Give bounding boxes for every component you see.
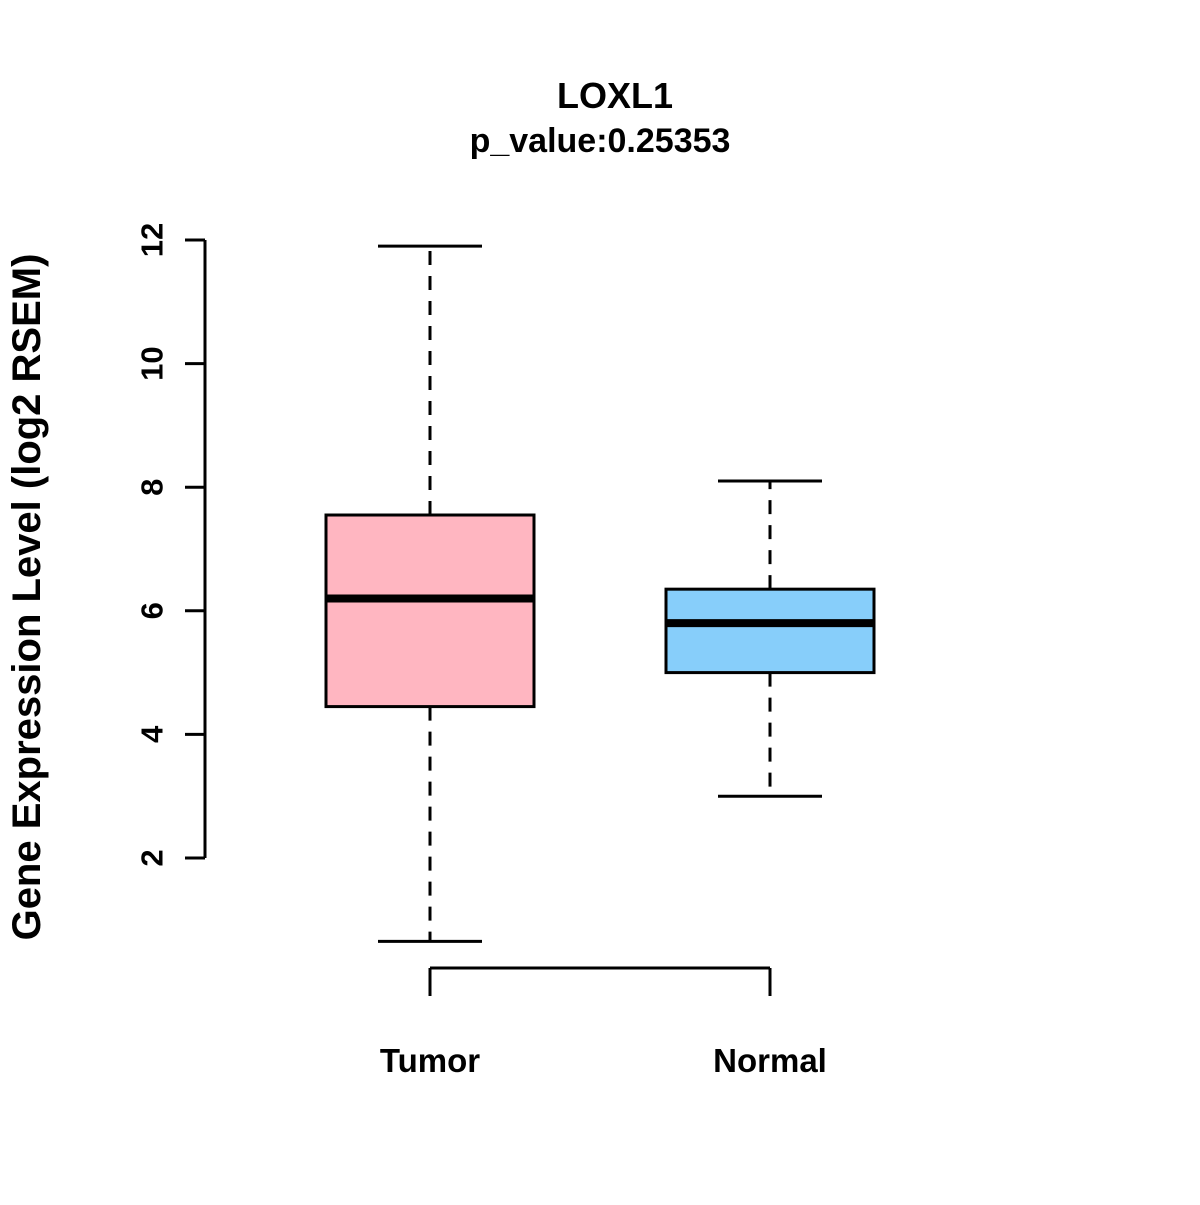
- y-axis-label: Gene Expression Level (log2 RSEM): [5, 254, 49, 941]
- y-tick-label: 6: [135, 602, 170, 619]
- chart-subtitle: p_value:0.25353: [470, 122, 731, 160]
- normal-box: [664, 587, 876, 675]
- y-tick-label: 12: [135, 223, 170, 257]
- y-tick-label: 2: [135, 849, 170, 866]
- plot-area: 2 4 6 8 10 12: [135, 223, 876, 996]
- tumor-box: [324, 513, 536, 709]
- category-label-tumor: Tumor: [380, 1042, 480, 1079]
- y-tick-label: 4: [135, 725, 170, 743]
- category-label-normal: Normal: [713, 1042, 827, 1079]
- chart-title: LOXL1: [557, 75, 673, 116]
- y-tick-label: 8: [135, 479, 170, 496]
- y-tick-label: 10: [135, 346, 170, 380]
